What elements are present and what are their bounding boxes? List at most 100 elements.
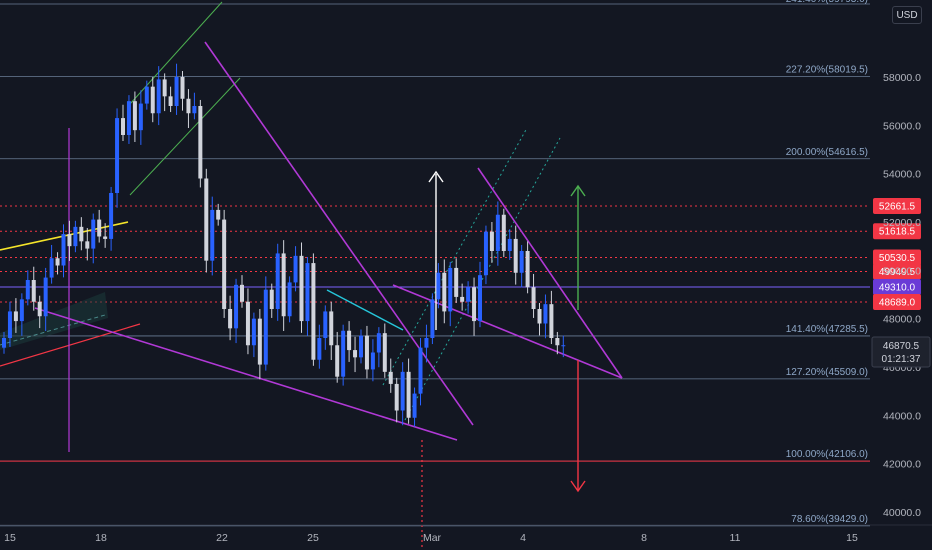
candle-body bbox=[317, 338, 322, 360]
candle-body bbox=[382, 333, 387, 372]
candle-body bbox=[67, 234, 72, 247]
candle-body bbox=[2, 338, 6, 348]
candle-body bbox=[174, 77, 179, 106]
candle-body bbox=[132, 101, 137, 131]
candle-body bbox=[364, 335, 369, 370]
candle-body bbox=[7, 311, 12, 338]
candle-body bbox=[251, 318, 256, 346]
candle-body bbox=[13, 311, 18, 322]
dotted-channel-1 bbox=[382, 127, 528, 386]
time-tick-label: Mar bbox=[423, 532, 442, 544]
time-tick-label: 11 bbox=[730, 532, 741, 544]
candle-body bbox=[347, 330, 352, 351]
candle-body bbox=[525, 251, 530, 288]
candle-body bbox=[466, 287, 471, 302]
candle-body bbox=[299, 255, 304, 322]
candle-body bbox=[245, 301, 250, 346]
candle-body bbox=[162, 79, 167, 97]
time-tick-label: 15 bbox=[846, 532, 858, 544]
price-tick-label: 56000.0 bbox=[883, 120, 921, 132]
purple-wedge-lower bbox=[34, 307, 458, 441]
fib-label: 78.60%(39429.0) bbox=[791, 514, 868, 525]
time-tick-label: 15 bbox=[4, 532, 16, 544]
price-badge-text: 48689.0 bbox=[879, 298, 916, 309]
candlestick-series bbox=[2, 63, 566, 427]
time-tick-label: 25 bbox=[307, 532, 319, 544]
candle-body bbox=[501, 214, 506, 251]
candle-body bbox=[335, 345, 340, 377]
candle-body bbox=[37, 301, 42, 317]
red-trendline bbox=[0, 323, 141, 367]
candle-body bbox=[436, 272, 441, 300]
teal-dashed-line bbox=[0, 314, 106, 346]
candle-body bbox=[442, 272, 447, 312]
candle-body bbox=[513, 238, 518, 273]
price-badge-text: 52661.5 bbox=[879, 202, 916, 213]
candle-body bbox=[25, 280, 30, 300]
candle-body bbox=[424, 338, 429, 348]
candle-body bbox=[448, 267, 453, 312]
price-axis[interactable]: 58000.0 56000.0 54000.0 52000.0 50000.0 48000… bbox=[871, 72, 931, 519]
candle-body bbox=[115, 118, 120, 193]
price-tick-label: 48000.0 bbox=[883, 314, 921, 326]
candle-body bbox=[121, 118, 125, 135]
price-badge bbox=[873, 223, 921, 240]
candle-body bbox=[156, 79, 161, 114]
currency-button[interactable]: USD bbox=[892, 6, 922, 24]
candle-body bbox=[478, 275, 482, 322]
candle-body bbox=[507, 238, 512, 251]
candle-body bbox=[418, 347, 423, 394]
purple-wedge-upper bbox=[204, 41, 474, 426]
green-channel-lower bbox=[129, 77, 241, 196]
candle-body bbox=[341, 330, 346, 377]
candle-body bbox=[549, 304, 554, 338]
price-tick-label: 44000.0 bbox=[883, 410, 921, 422]
candle-body bbox=[97, 219, 102, 237]
candle-body bbox=[43, 277, 48, 317]
candle-body bbox=[126, 101, 131, 135]
candle-body bbox=[394, 383, 399, 411]
candle-body bbox=[150, 86, 155, 114]
candle-body bbox=[281, 253, 286, 317]
price-badges: 52661.5 51618.5 50530.5 49949.5 49310.0 48689… bbox=[873, 198, 921, 311]
candle-body bbox=[204, 178, 209, 261]
candle-body bbox=[180, 77, 185, 99]
candle-body bbox=[430, 299, 435, 338]
candle-body bbox=[388, 371, 393, 384]
price-badge bbox=[873, 279, 921, 296]
candle-body bbox=[103, 236, 108, 239]
time-tick-label: 8 bbox=[641, 532, 647, 544]
small-wedge-lower bbox=[392, 284, 623, 379]
time-axis[interactable]: 15 18 22 25 Mar 4 8 11 15 bbox=[0, 524, 932, 544]
candle-body bbox=[31, 280, 36, 302]
candle-body bbox=[519, 251, 524, 273]
time-tick-label: 4 bbox=[520, 532, 526, 544]
candle-body bbox=[311, 263, 316, 360]
candle-body bbox=[555, 338, 560, 346]
candle-body bbox=[138, 103, 143, 131]
candle-body bbox=[353, 350, 358, 358]
candle-body bbox=[79, 226, 84, 242]
fib-label: 127.20%(45509.0) bbox=[786, 367, 868, 378]
price-tick-label: 54000.0 bbox=[883, 169, 921, 181]
fib-top-label: 241.40%(59793.0) bbox=[786, 0, 868, 5]
candle-body bbox=[287, 282, 292, 317]
candle-body bbox=[263, 289, 268, 365]
candle-body bbox=[210, 209, 215, 261]
white-arrow-head bbox=[428, 170, 444, 183]
candle-body bbox=[370, 352, 375, 370]
candle-body bbox=[228, 309, 233, 329]
price-tick-label: 42000.0 bbox=[883, 459, 921, 471]
candle-body bbox=[240, 284, 244, 302]
candle-body bbox=[531, 287, 536, 309]
candle-body bbox=[269, 289, 274, 309]
cyan-trendline bbox=[326, 289, 404, 331]
candle-body bbox=[561, 345, 566, 347]
candle-body bbox=[376, 333, 381, 353]
candle-body bbox=[234, 284, 239, 329]
price-badge bbox=[873, 263, 921, 280]
candle-body bbox=[192, 106, 197, 114]
price-tick-label: 52000.0 bbox=[883, 217, 921, 229]
candle-body bbox=[329, 311, 334, 346]
